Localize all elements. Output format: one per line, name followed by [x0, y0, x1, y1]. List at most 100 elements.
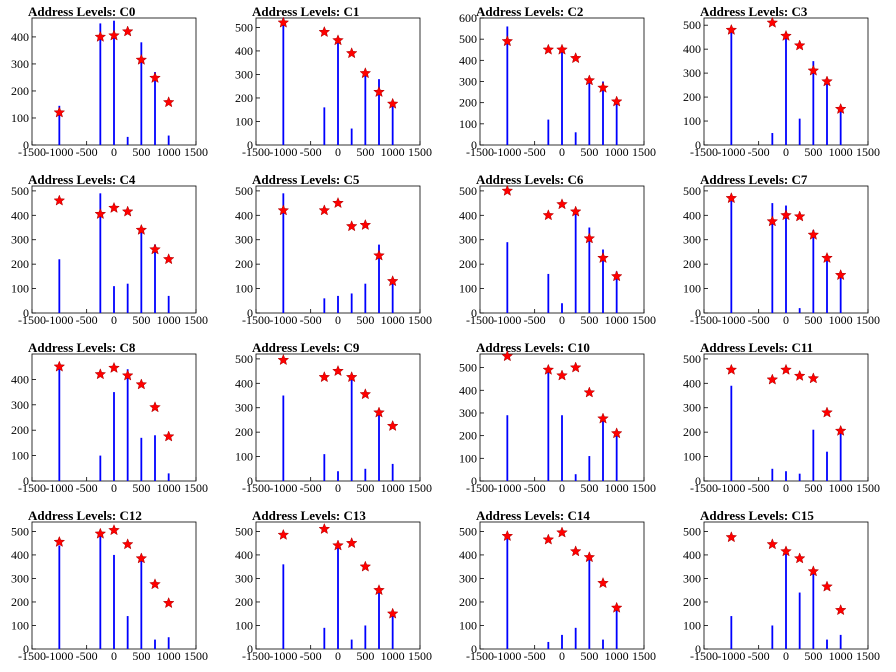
histogram-bar	[167, 295, 170, 313]
histogram-bar	[364, 74, 367, 145]
chart-panel: Address Levels: C15 0 100 200 300 400 500 -1500…	[672, 504, 896, 672]
peak-marker	[162, 96, 175, 108]
peak-marker	[821, 580, 833, 592]
histogram-bar	[113, 20, 115, 146]
chart-panel: Address Levels: C9 0 100 200 300 400 500 -1500-…	[224, 336, 448, 504]
peak-marker	[807, 372, 820, 384]
y-tick-label: 500	[459, 524, 477, 538]
chart-svg: 0 100 200 300 400 500 -1500 -1000 -500 0 500 1000 15…	[683, 521, 880, 663]
peak-marker	[135, 552, 148, 564]
x-tick-label: -1500	[466, 145, 494, 159]
histogram-bar	[506, 415, 509, 481]
y-tick-label: 200	[459, 257, 477, 271]
histogram-bar	[337, 39, 339, 145]
y-tick-label: 200	[235, 425, 253, 439]
y-tick-label: 300	[459, 406, 477, 420]
y-tick-label: 100	[235, 618, 253, 632]
histogram-bar	[574, 627, 577, 649]
y-tick-label: 300	[11, 571, 29, 585]
peak-marker	[94, 207, 107, 220]
chart-title: Address Levels: C0	[28, 4, 136, 19]
peak-marker	[834, 424, 847, 436]
y-tick-label: 500	[459, 184, 477, 198]
x-tick-label: 0	[335, 481, 341, 495]
x-tick-label: -500	[300, 481, 322, 495]
chart-title: Address Levels: C4	[28, 172, 136, 187]
y-tick-label: 100	[235, 114, 253, 128]
y-tick-label: 200	[683, 595, 701, 609]
x-tick-label: -1500	[18, 313, 46, 327]
peak-marker	[583, 232, 596, 244]
histogram-bar	[282, 193, 285, 313]
x-tick-label: 1000	[605, 313, 629, 327]
peak-marker	[373, 406, 385, 418]
peak-marker	[135, 223, 148, 235]
histogram-bar	[167, 473, 170, 481]
x-tick-label: 1000	[381, 649, 405, 663]
histogram-bar	[282, 18, 285, 145]
peak-marker	[793, 210, 806, 222]
chart-svg: 0 100 200 300 400 500 -1500 -1000 -500 0 500 1000 15…	[235, 521, 432, 663]
peak-marker	[359, 67, 372, 79]
x-tick-label: -1500	[242, 649, 270, 663]
histogram-bar	[391, 463, 394, 481]
y-tick-label: 300	[235, 233, 253, 247]
histogram-bar	[839, 106, 842, 145]
chart-svg: 0 100 200 300 400 500 -1500 -1000 -500 0 500 1000 15…	[459, 350, 656, 495]
peak-marker	[569, 52, 582, 64]
x-tick-label: 500	[804, 481, 822, 495]
y-tick-label: 400	[683, 42, 701, 56]
histogram-bar	[99, 23, 102, 146]
peak-marker	[121, 205, 134, 217]
peak-marker	[597, 251, 609, 264]
histogram-bar	[547, 367, 550, 481]
histogram-bar	[99, 531, 102, 649]
peak-marker	[597, 81, 609, 93]
y-tick-label: 100	[683, 450, 701, 464]
histogram-bar	[350, 639, 353, 649]
histogram-bar	[58, 259, 61, 313]
histogram-bar	[282, 564, 285, 649]
x-tick-label: -1000	[717, 649, 745, 663]
y-tick-label: 400	[459, 208, 477, 222]
peak-marker	[597, 576, 609, 589]
peak-marker	[569, 545, 582, 557]
x-tick-label: -1000	[717, 313, 745, 327]
x-tick-label: 1000	[829, 481, 853, 495]
histogram-bar	[126, 369, 129, 481]
peak-marker	[53, 194, 66, 206]
chart-title: Address Levels: C11	[700, 340, 814, 355]
histogram-bar	[574, 132, 577, 145]
x-tick-label: 0	[335, 313, 341, 327]
x-tick-label: 0	[111, 481, 117, 495]
x-tick-label: 1500	[856, 145, 880, 159]
peak-marker	[94, 527, 107, 539]
x-tick-label: 1500	[184, 649, 208, 663]
y-tick-label: 500	[459, 361, 477, 375]
histogram-bar	[798, 308, 801, 313]
peak-marker	[53, 106, 66, 118]
histogram-bar	[126, 616, 129, 649]
chart-svg: 0 100 200 300 400 -1500 -1000 -500 0 500 1000 1500	[11, 17, 208, 159]
chart-panel: Address Levels: C8 0 100 200 300 400 -1500 -100…	[0, 336, 224, 504]
chart-title: Address Levels: C3	[700, 4, 808, 19]
chart-svg: 0 100 200 300 400 500 -1500 -1000 -500 0 500 1000 15…	[683, 184, 880, 327]
histogram-bar	[615, 100, 618, 145]
histogram-bar	[785, 32, 787, 145]
peak-marker	[332, 539, 344, 551]
peak-marker	[807, 64, 820, 76]
x-tick-label: -500	[524, 649, 546, 663]
chart-title: Address Levels: C12	[28, 508, 142, 523]
histogram-bar	[798, 473, 801, 481]
x-tick-label: -1000	[269, 481, 297, 495]
peak-marker	[318, 371, 331, 383]
y-tick-label: 400	[11, 30, 29, 44]
x-tick-label: -1000	[269, 649, 297, 663]
x-tick-label: -500	[300, 313, 322, 327]
peak-marker	[725, 192, 738, 204]
y-tick-label: 400	[11, 372, 29, 386]
chart-title: Address Levels: C13	[252, 508, 366, 523]
y-tick-label: 100	[459, 618, 477, 632]
peak-marker	[386, 97, 399, 109]
x-tick-label: -500	[524, 145, 546, 159]
